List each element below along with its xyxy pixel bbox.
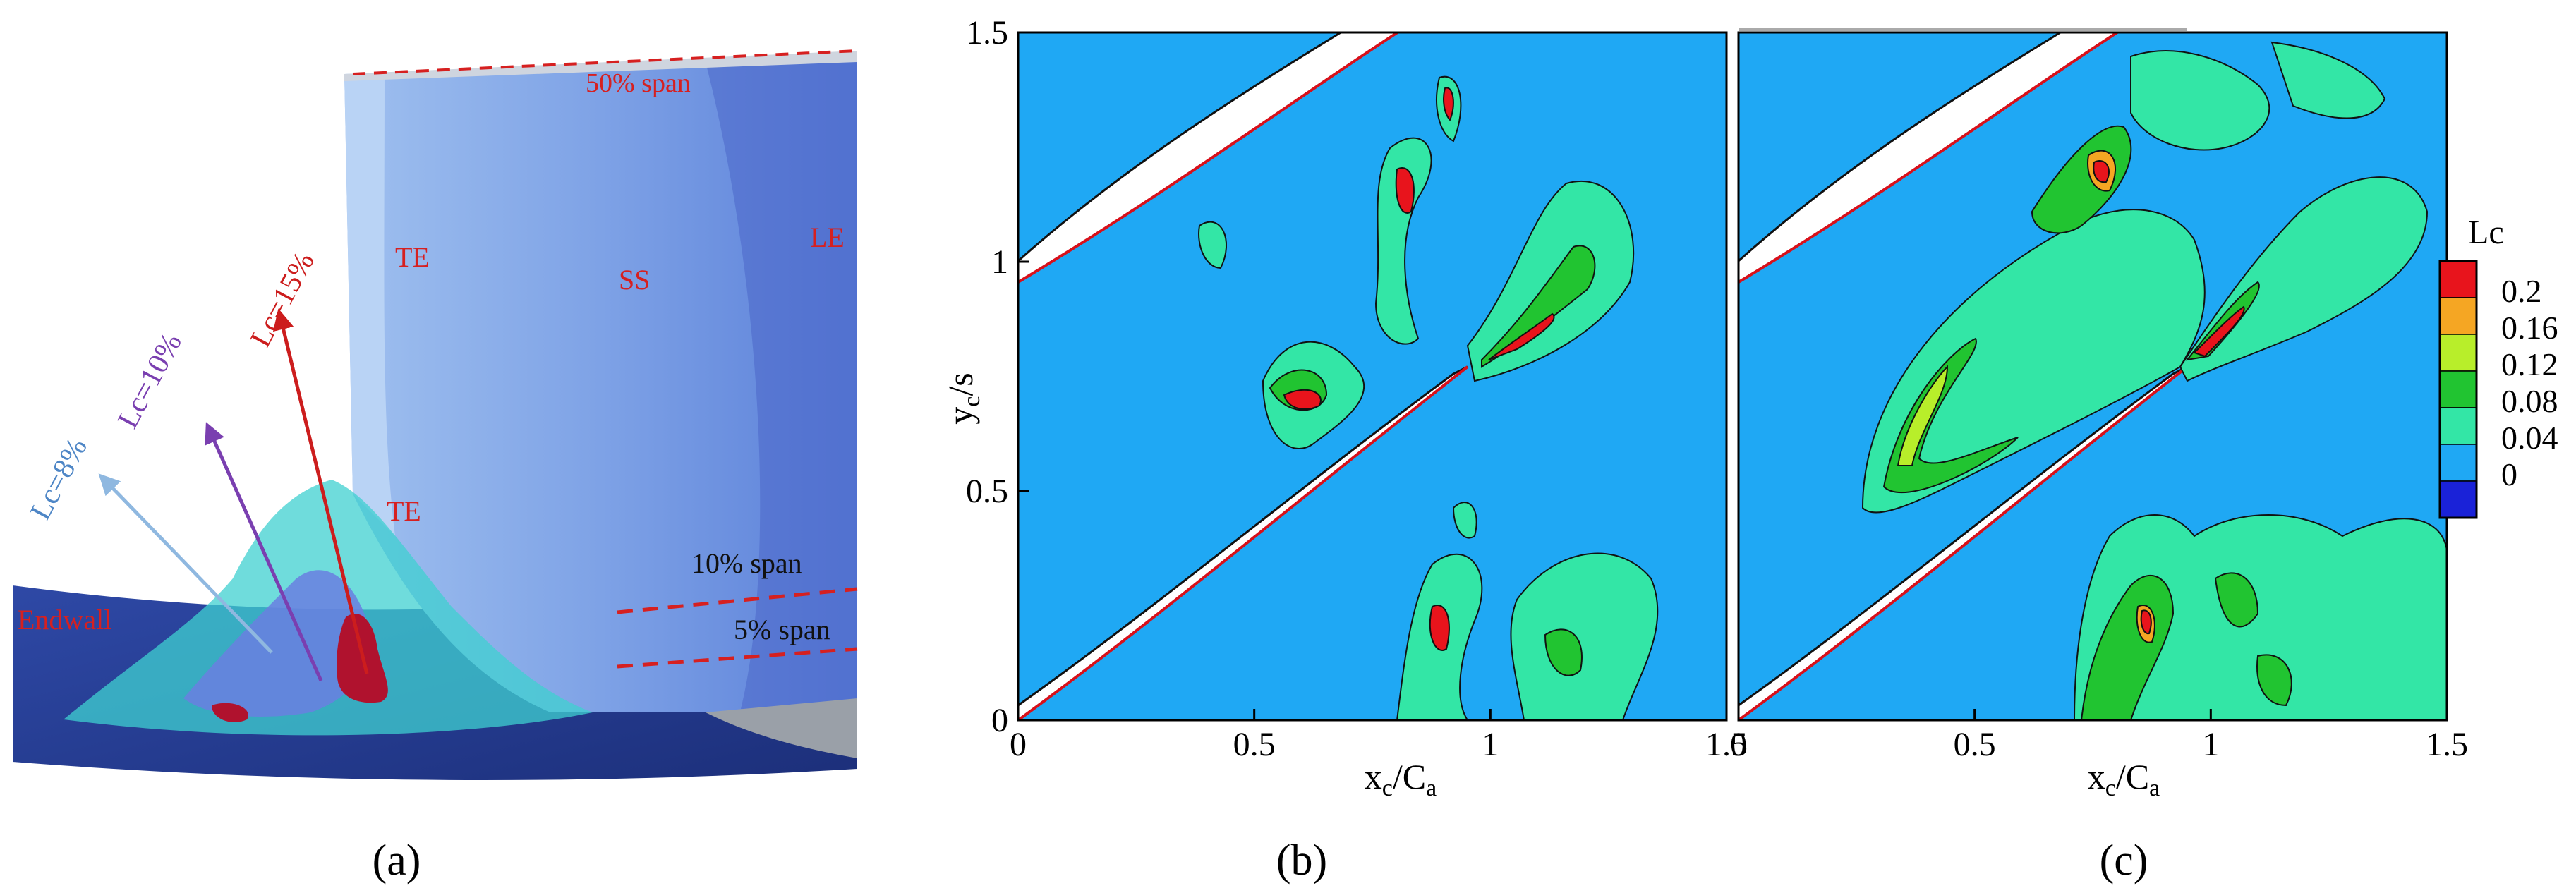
blade-surface (344, 56, 857, 712)
vortex-surface-lc10 (183, 570, 371, 717)
x-tick-label: 0 (1010, 726, 1027, 763)
caption-b: (b) (1276, 837, 1327, 885)
plot-b-xlabel: xc/Ca (1365, 757, 1437, 801)
plot-b-xticks: 0 0.5 1 1.5 (1010, 709, 1748, 763)
hub-gray-patch (706, 698, 857, 758)
caption-a: (a) (373, 837, 421, 885)
colorbar-level-label: 0.12 (2501, 346, 2558, 382)
lc15-arrow (272, 308, 369, 674)
x-tick-label: 0.5 (1954, 726, 1996, 763)
colorbar-level-label: 0.16 (2501, 310, 2558, 346)
endwall-label: Endwall (18, 604, 111, 636)
span-5-line (617, 647, 858, 669)
colorbar: Lc 0.20.160.120.080.040 (2438, 214, 2558, 519)
colorbar-swatch (2439, 407, 2477, 445)
colorbar-level-label: 0.04 (2501, 420, 2558, 456)
colorbar-swatch (2439, 297, 2477, 335)
colorbar-title: Lc (2468, 214, 2504, 251)
passage-vortex-c (1861, 209, 2206, 514)
plot-c-xticks: 0 0.5 1 1.5 (1730, 709, 2468, 763)
le-label: LE (810, 221, 845, 253)
wake-c-right (2179, 176, 2429, 382)
panel-b: 0 0.5 1 1.5 0 0.5 1 1.5 xc/Ca yc/s (b) (941, 14, 1748, 885)
x-tick-label: 1 (2202, 726, 2219, 763)
y-tick-label: 1.5 (966, 14, 1008, 51)
x-tick-label: 1.5 (2426, 726, 2468, 763)
ss-label: SS (619, 264, 651, 296)
panel-c: 0 0.5 1 1.5 xc/Ca (c) (1730, 28, 2468, 885)
colorbar-swatch (2439, 334, 2477, 372)
te-lower-label: TE (387, 495, 421, 527)
lc15-label: Lc=15% (244, 247, 321, 353)
blade-le-shading (706, 56, 857, 712)
y-tick-label: 0.5 (966, 473, 1008, 510)
trailing-edge-strip (344, 73, 395, 536)
colorbar-swatches (2438, 260, 2478, 519)
plot-b-yticks: 0 0.5 1 1.5 (966, 14, 1029, 739)
y-tick-label: 1 (991, 243, 1008, 281)
colorbar-swatch (2439, 260, 2477, 298)
colorbar-swatch (2439, 444, 2477, 482)
span-top-surface (344, 51, 857, 81)
colorbar-level-label: 0.08 (2501, 383, 2558, 419)
span-50-label: 50% span (586, 68, 691, 98)
colorbar-swatch (2439, 480, 2477, 518)
lc10-label: Lc=10% (111, 328, 188, 434)
lc8-label: Lc=8% (24, 433, 94, 526)
lc8-arrow (98, 473, 273, 654)
colorbar-frame (2438, 260, 2478, 519)
y-tick-label: 0 (991, 702, 1008, 739)
span-10-label: 10% span (691, 547, 802, 579)
plot-c-xlabel: xc/Ca (2088, 757, 2160, 801)
x-tick-label: 1.5 (1705, 726, 1748, 763)
caption-c: (c) (2100, 837, 2148, 885)
x-tick-label: 1 (1482, 726, 1499, 763)
plot-b-ylabel: yc/s (941, 372, 985, 424)
plot-b-frame (1017, 31, 1728, 722)
te-upper-label: TE (395, 241, 430, 273)
vortex-core-small (212, 703, 248, 722)
plot-b-contours (1018, 32, 1659, 720)
x-tick-label: 0 (1730, 726, 1747, 763)
span-5-label: 5% span (734, 614, 830, 645)
colorbar-level-label: 0.2 (2501, 273, 2542, 309)
colorbar-labels: 0.20.160.120.080.040 (2501, 273, 2558, 492)
x-tick-label: 0.5 (1233, 726, 1276, 763)
colorbar-swatch (2439, 370, 2477, 408)
plot-c-contours (1739, 32, 2447, 720)
span-10-line (617, 587, 858, 614)
lc10-arrow (205, 422, 323, 682)
panel-a: 50% span 10% span 5% span TE TE SS LE En… (13, 49, 858, 885)
colorbar-level-label: 0 (2501, 456, 2517, 492)
